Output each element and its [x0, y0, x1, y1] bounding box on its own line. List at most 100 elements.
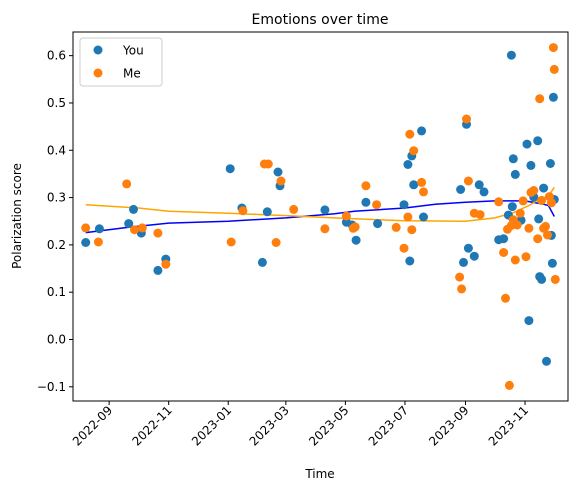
- point-you: [399, 200, 409, 210]
- point-you: [124, 219, 134, 229]
- y-tick-label: 0.0: [47, 333, 66, 347]
- point-me: [361, 181, 371, 191]
- legend: You Me: [79, 37, 163, 87]
- y-tick-label: 0.1: [47, 285, 66, 299]
- scatter-points: [81, 43, 560, 390]
- point-me: [403, 212, 413, 222]
- point-you: [506, 50, 516, 60]
- y-tick-label: 0.2: [47, 238, 66, 252]
- plot-frame: [72, 31, 569, 402]
- legend-marker-me: [93, 68, 103, 78]
- point-me: [455, 272, 465, 282]
- point-you: [419, 212, 428, 222]
- point-me: [289, 204, 299, 214]
- y-tick-label: −0.1: [37, 380, 66, 394]
- y-tick-label: 0.5: [47, 96, 66, 110]
- point-me: [263, 159, 273, 169]
- point-me: [499, 248, 509, 257]
- point-you: [526, 160, 536, 170]
- point-me: [504, 380, 514, 390]
- point-me: [549, 64, 559, 74]
- point-me: [494, 197, 504, 207]
- point-me: [276, 176, 286, 186]
- point-you: [474, 180, 484, 190]
- point-me: [548, 43, 558, 53]
- point-you: [403, 160, 413, 169]
- point-me: [372, 200, 382, 210]
- point-you: [409, 180, 419, 190]
- point-me: [81, 223, 91, 233]
- legend-marker-you: [93, 45, 103, 55]
- point-me: [409, 146, 419, 156]
- point-me: [501, 293, 510, 303]
- point-you: [542, 356, 551, 366]
- point-me: [475, 210, 485, 220]
- point-me: [391, 222, 401, 232]
- x-axis-label: Time: [304, 467, 334, 481]
- point-you: [225, 164, 235, 174]
- y-tick-label: 0.3: [47, 191, 66, 205]
- point-you: [361, 197, 371, 207]
- legend-label-you: You: [122, 44, 144, 58]
- point-me: [543, 230, 552, 240]
- y-tick-label: 0.4: [47, 143, 66, 157]
- point-you: [459, 257, 468, 267]
- point-me: [271, 238, 281, 247]
- legend-label-me: Me: [123, 67, 141, 81]
- point-you: [417, 126, 427, 136]
- point-you: [273, 167, 283, 177]
- point-you: [524, 316, 534, 326]
- point-me: [399, 243, 409, 253]
- point-you: [537, 274, 547, 284]
- point-me: [417, 177, 427, 187]
- point-you: [499, 234, 509, 244]
- point-me: [518, 196, 528, 206]
- point-you: [522, 139, 532, 149]
- point-me: [512, 220, 522, 230]
- y-axis: −0.1 0.0 0.1 0.2 0.3 0.4 0.5 0.6: [37, 49, 73, 394]
- point-me: [550, 274, 560, 284]
- point-me: [463, 176, 473, 186]
- point-you: [351, 235, 361, 245]
- point-me: [238, 206, 248, 216]
- point-you: [94, 224, 104, 234]
- point-me: [320, 224, 330, 234]
- point-me: [537, 195, 547, 205]
- point-you: [456, 185, 466, 194]
- point-you: [373, 219, 383, 229]
- point-you: [257, 257, 267, 267]
- point-me: [457, 284, 467, 294]
- point-me: [161, 259, 171, 269]
- point-you: [510, 169, 520, 179]
- point-me: [122, 179, 132, 189]
- point-me: [510, 255, 520, 265]
- point-me: [419, 187, 428, 197]
- point-me: [521, 252, 531, 262]
- point-you: [469, 251, 479, 261]
- y-tick-label: 0.6: [47, 49, 66, 63]
- point-you: [545, 159, 555, 168]
- point-me: [533, 234, 543, 244]
- point-me: [524, 223, 534, 233]
- point-you: [547, 258, 557, 268]
- trend-line-me: [85, 186, 555, 222]
- point-me: [93, 237, 103, 247]
- point-you: [129, 204, 138, 214]
- point-me: [407, 225, 417, 235]
- point-me: [226, 237, 236, 247]
- point-you: [479, 187, 489, 197]
- legend-box: [79, 37, 163, 87]
- point-you: [508, 154, 518, 164]
- point-you: [463, 243, 473, 253]
- point-you: [81, 238, 91, 247]
- y-axis-label: Polarization score: [10, 163, 24, 269]
- point-you: [534, 214, 544, 224]
- point-me: [515, 208, 525, 218]
- point-you: [153, 265, 163, 275]
- point-me: [405, 129, 415, 139]
- point-me: [341, 211, 351, 221]
- point-me: [462, 114, 471, 124]
- point-me: [541, 221, 550, 231]
- chart-title: Emotions over time: [252, 12, 389, 28]
- point-you: [548, 92, 558, 102]
